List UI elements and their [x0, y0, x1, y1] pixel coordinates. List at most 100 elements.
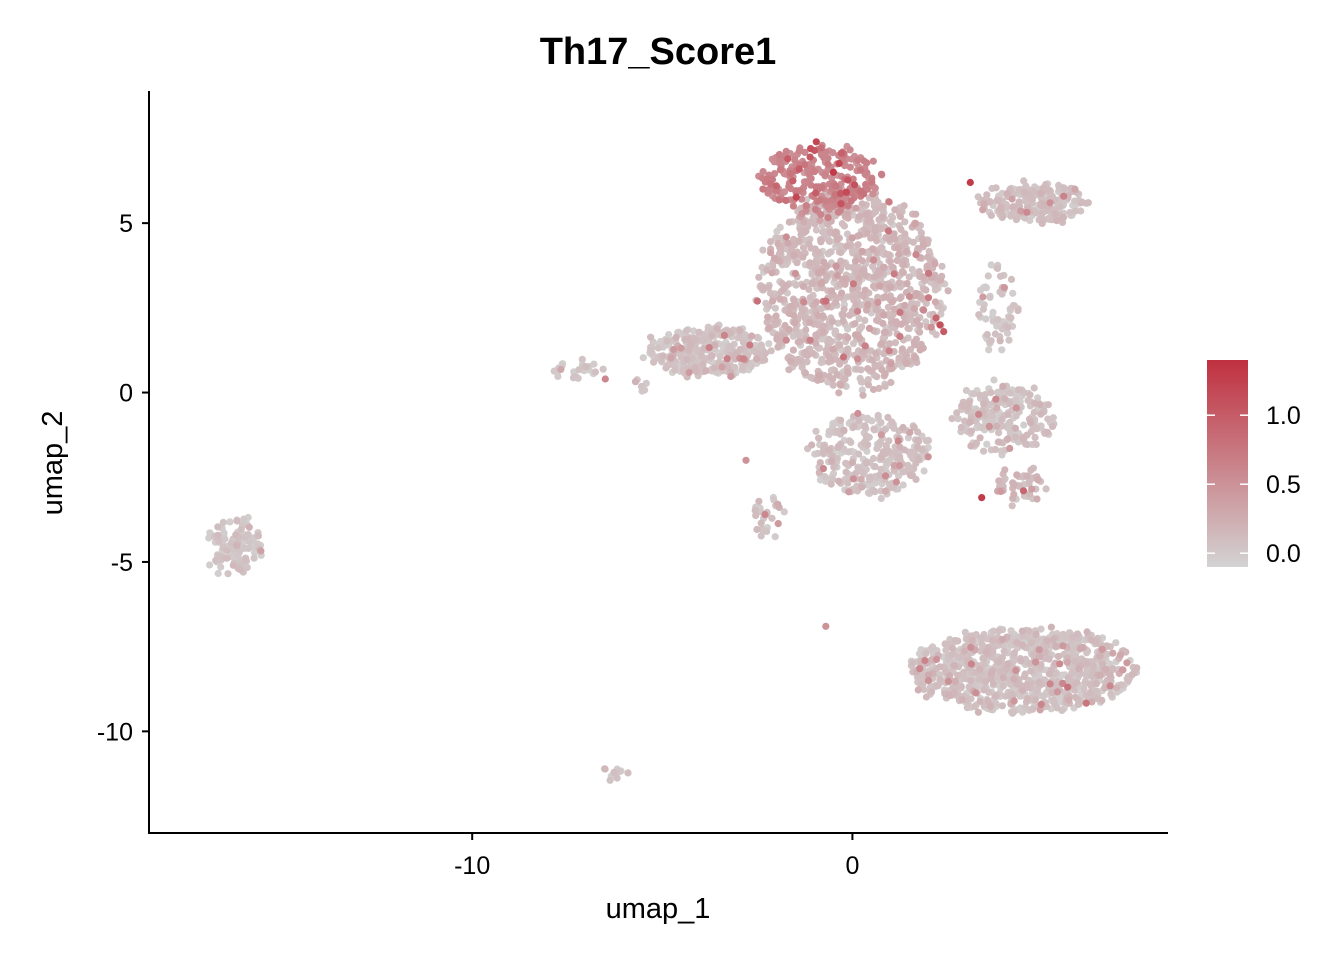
cell-point [1034, 476, 1042, 484]
cell-point [1046, 199, 1054, 207]
cell-point [631, 378, 640, 386]
cell-point [785, 218, 793, 226]
cell-point [683, 327, 691, 335]
cell-point [850, 181, 859, 189]
cell-point [995, 438, 1003, 446]
cell-point [902, 351, 911, 359]
cell-point [1023, 208, 1031, 216]
cell-point [841, 375, 849, 383]
cell-point [862, 459, 871, 467]
cell-point [944, 287, 952, 295]
cell-point [795, 147, 803, 155]
cell-point [1018, 641, 1026, 649]
cell-point [1036, 653, 1044, 661]
cell-point [857, 475, 865, 483]
cell-point [895, 354, 903, 362]
cell-point [646, 347, 655, 355]
cell-point [1007, 627, 1015, 635]
cell-point [820, 228, 829, 236]
cell-point [980, 447, 988, 455]
cell-point [692, 336, 700, 344]
cell-point [932, 682, 941, 690]
cell-point [861, 316, 869, 324]
cell-point [951, 677, 959, 685]
cell-point [842, 275, 850, 283]
cell-point [550, 367, 558, 375]
cell-point [601, 765, 609, 773]
cell-point [983, 330, 991, 339]
cell-point [828, 174, 836, 182]
cell-point [913, 290, 921, 298]
cell-point [1020, 421, 1028, 429]
cell-point [854, 307, 862, 315]
cell-point [1113, 684, 1121, 692]
color-bar [1207, 360, 1248, 567]
cell-point [582, 363, 590, 371]
cell-point [997, 203, 1005, 211]
cell-point [822, 346, 831, 354]
cell-point [895, 279, 904, 287]
cell-point [886, 257, 894, 265]
cell-point [870, 198, 878, 207]
cell-point [1033, 495, 1041, 503]
cell-point [711, 341, 719, 349]
cell-point [767, 249, 775, 257]
cell-point [1083, 660, 1091, 668]
cell-point [1123, 675, 1131, 683]
cell-point [790, 251, 798, 259]
cell-point [976, 434, 984, 442]
cell-point [1075, 665, 1083, 673]
cell-point [961, 628, 969, 636]
cell-point [862, 306, 871, 314]
cell-point [958, 402, 966, 410]
cell-point [869, 385, 878, 394]
cell-point [852, 469, 860, 477]
cell-point [980, 686, 988, 694]
cell-point [1060, 192, 1068, 200]
cell-point [994, 316, 1002, 324]
cell-point [782, 196, 790, 205]
cell-point [834, 208, 843, 216]
cell-point [927, 323, 935, 331]
cell-point [1077, 207, 1085, 215]
cell-point [996, 272, 1005, 280]
cell-point [837, 248, 845, 257]
cell-point [753, 525, 761, 534]
cell-point [1048, 422, 1057, 431]
cell-point [765, 323, 773, 332]
cell-point [753, 355, 761, 363]
cell-point [884, 227, 893, 235]
cell-point [820, 322, 828, 330]
cell-point [776, 166, 785, 174]
cell-point [791, 156, 799, 164]
cell-point [1059, 642, 1067, 650]
cell-point [832, 262, 840, 270]
cell-point [873, 316, 881, 324]
cell-point [906, 428, 914, 437]
cell-point [1061, 185, 1069, 193]
cell-point [992, 700, 1000, 708]
cell-point [772, 318, 780, 326]
cell-point [739, 355, 747, 363]
cell-point [870, 282, 878, 290]
cell-point [1128, 671, 1136, 679]
cell-point [992, 395, 1000, 403]
cell-point [932, 314, 940, 322]
cell-point [1018, 627, 1026, 635]
cell-point [998, 290, 1006, 298]
cell-point [805, 171, 813, 179]
cell-point [1013, 471, 1021, 479]
cell-point [1036, 401, 1044, 409]
cell-point [818, 278, 826, 287]
cell-point [223, 546, 231, 555]
cell-point [985, 346, 993, 354]
cell-point [862, 180, 870, 189]
cell-point [905, 273, 913, 281]
cell-point [212, 556, 220, 565]
cell-point [775, 196, 783, 204]
cell-point [915, 455, 923, 464]
cell-point [902, 359, 911, 367]
cell-point [1045, 655, 1053, 663]
cell-point [755, 497, 763, 505]
cell-point [1043, 428, 1051, 436]
